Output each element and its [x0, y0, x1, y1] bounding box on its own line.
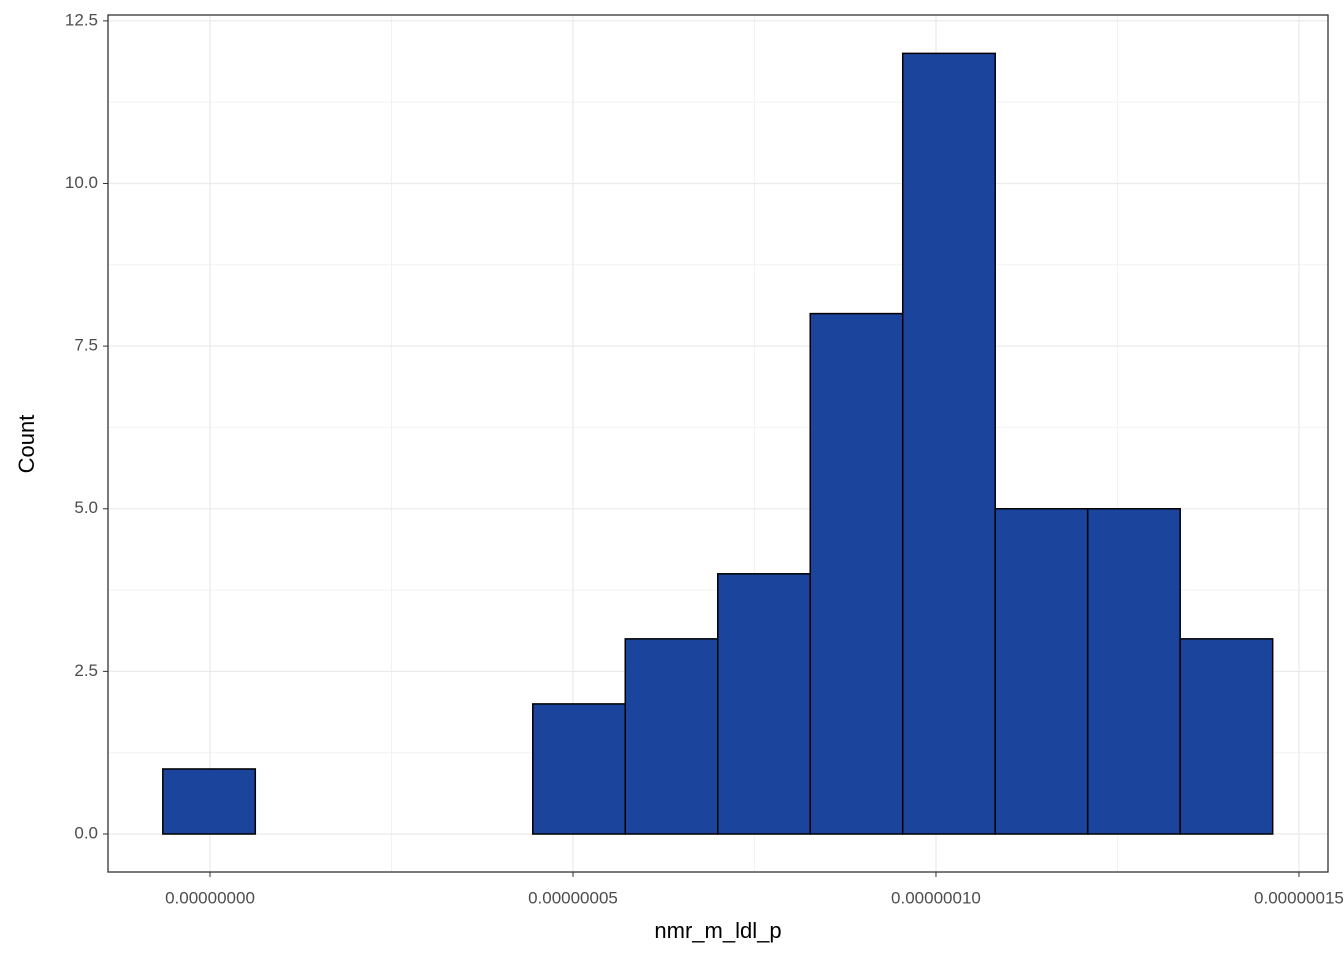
y-tick-label: 0.0 — [74, 823, 98, 842]
y-tick-label: 12.5 — [65, 10, 98, 29]
bar — [809, 312, 904, 835]
y-tick-label: 5.0 — [74, 498, 98, 517]
x-tick-label: 0.00000010 — [891, 888, 981, 907]
bar — [532, 703, 627, 835]
panel-border — [107, 14, 1329, 873]
y-tick-label: 10.0 — [65, 173, 98, 192]
bar — [1179, 638, 1274, 835]
bar — [716, 573, 811, 835]
bar — [1086, 507, 1181, 835]
x-axis-title: nmr_m_ldl_p — [654, 918, 781, 943]
bar — [624, 638, 719, 835]
x-tick-label: 0.00000005 — [528, 888, 618, 907]
y-tick-label: 2.5 — [74, 661, 98, 680]
bar — [994, 507, 1089, 835]
x-tick-label: 0.00000015 — [1254, 888, 1344, 907]
x-tick-label: 0.00000000 — [165, 888, 255, 907]
bar — [901, 52, 996, 835]
y-axis-title: Count — [14, 415, 39, 474]
y-tick-label: 7.5 — [74, 336, 98, 355]
bar — [162, 768, 257, 835]
